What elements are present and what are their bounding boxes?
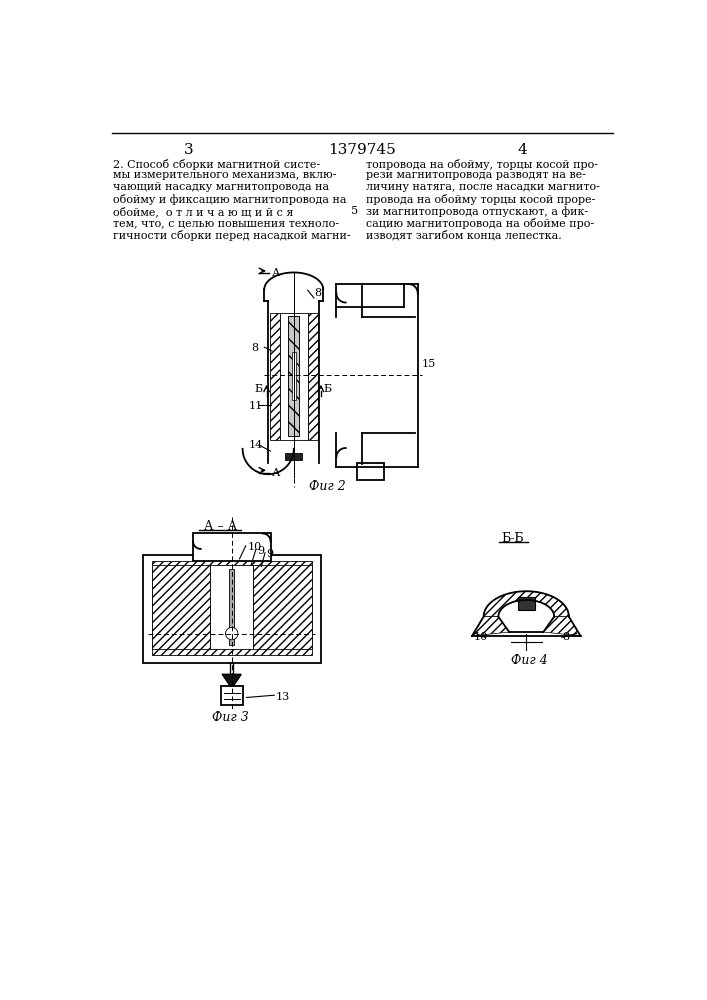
Text: изводят загибом конца лепестка.: изводят загибом конца лепестка. (366, 230, 561, 241)
Text: Б-Б: Б-Б (501, 532, 524, 545)
Text: Фиг 4: Фиг 4 (510, 654, 547, 667)
Bar (270, 312, 280, 440)
Text: рези магнитопровода разводят на ве-: рези магнитопровода разводят на ве- (366, 170, 586, 180)
Text: А: А (272, 468, 281, 478)
Text: обойму и фиксацию магнитопровода на: обойму и фиксацию магнитопровода на (113, 194, 346, 205)
Polygon shape (484, 591, 569, 617)
Text: 4: 4 (518, 143, 527, 157)
Text: личину натяга, после насадки магнито-: личину натяга, после насадки магнито- (366, 182, 600, 192)
Bar (292, 352, 296, 400)
Polygon shape (472, 617, 509, 636)
Text: 14: 14 (249, 440, 263, 450)
Polygon shape (223, 674, 241, 686)
Bar (221, 686, 243, 705)
Text: 10: 10 (247, 542, 262, 552)
Bar (357, 463, 385, 480)
Bar (152, 565, 210, 649)
Bar (253, 565, 312, 649)
Text: 9: 9 (257, 546, 264, 556)
Text: Б: Б (255, 384, 262, 394)
Text: 15: 15 (421, 359, 436, 369)
Text: 2. Способ сборки магнитной систе-: 2. Способ сборки магнитной систе- (113, 158, 320, 169)
Text: Фиг 3: Фиг 3 (212, 711, 249, 724)
Text: 8: 8 (563, 632, 570, 642)
Text: 9: 9 (267, 549, 274, 559)
Text: тем, что, с целью повышения техноло-: тем, что, с целью повышения техноло- (113, 218, 339, 228)
Text: 10: 10 (474, 632, 488, 642)
Bar (288, 316, 299, 436)
Text: Б: Б (323, 384, 332, 394)
Text: чающий насадку магнитопровода на: чающий насадку магнитопровода на (113, 182, 329, 192)
Bar (230, 569, 234, 645)
Text: 1379745: 1379745 (328, 143, 396, 157)
Text: 8: 8 (315, 288, 322, 298)
Text: сацию магнитопровода на обойме про-: сацию магнитопровода на обойме про- (366, 218, 594, 229)
Text: 13: 13 (276, 692, 290, 702)
Bar (288, 316, 299, 436)
Text: 5: 5 (351, 206, 358, 216)
Bar (143, 555, 321, 663)
Text: 3: 3 (185, 143, 194, 157)
Text: гичности сборки перед насадкой магни-: гичности сборки перед насадкой магни- (113, 230, 351, 241)
Bar (308, 312, 317, 440)
Text: 8: 8 (251, 343, 258, 353)
Text: мы измерительного механизма, вклю-: мы измерительного механизма, вклю- (113, 170, 337, 180)
Bar (152, 561, 312, 655)
Text: 11: 11 (249, 401, 263, 411)
Bar (210, 565, 253, 649)
Bar (285, 453, 303, 460)
Text: обойме,  о т л и ч а ю щ и й с я: обойме, о т л и ч а ю щ и й с я (113, 206, 293, 217)
Text: топровода на обойму, торцы косой про-: топровода на обойму, торцы косой про- (366, 158, 598, 169)
Text: А – А: А – А (204, 520, 237, 533)
Text: зи магнитопровода отпускают, а фик-: зи магнитопровода отпускают, а фик- (366, 206, 588, 217)
Bar (193, 533, 271, 561)
Polygon shape (543, 617, 580, 636)
Text: провода на обойму торцы косой прорe-: провода на обойму торцы косой прорe- (366, 194, 595, 205)
Bar (518, 597, 534, 610)
Text: Фиг 2: Фиг 2 (309, 480, 346, 493)
Bar (280, 312, 308, 440)
Text: А: А (272, 268, 281, 278)
Circle shape (226, 627, 238, 640)
